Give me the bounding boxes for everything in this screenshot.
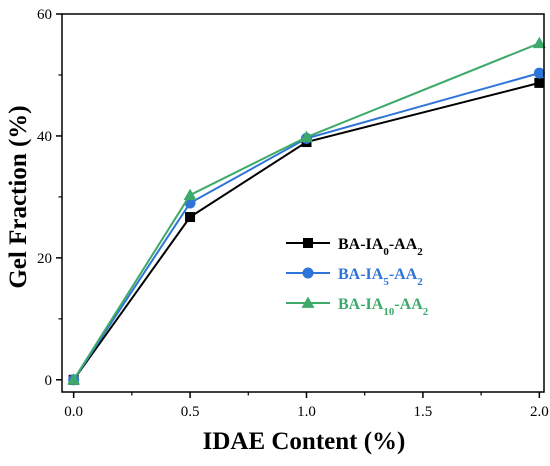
series-0	[68, 77, 545, 385]
data-point	[299, 130, 313, 143]
legend-text-part: BA-IA	[338, 266, 384, 283]
y-axis-title: Gel Fraction (%)	[5, 105, 32, 288]
legend-subscript: 10	[383, 306, 395, 318]
x-tick-label: 0.0	[64, 404, 83, 420]
plot-frame	[61, 13, 545, 393]
series-2	[67, 36, 546, 385]
series-line	[72, 81, 540, 381]
legend-subscript: 2	[417, 246, 423, 258]
legend-subscript: 0	[383, 246, 389, 258]
legend-subscript: 2	[417, 276, 423, 288]
series-line	[72, 42, 540, 381]
x-axis-title: IDAE Content (%)	[203, 428, 406, 455]
y-tick-label: 60	[37, 7, 52, 23]
legend-subscript: 2	[423, 306, 429, 318]
x-tick-label: 1.5	[414, 404, 433, 420]
legend-text-part: -AA	[389, 236, 418, 253]
legend-subscript: 5	[383, 276, 389, 288]
legend-text-part: -AA	[394, 296, 423, 313]
x-tick-label: 2.0	[530, 404, 549, 420]
legend-item: BA-IA10-AA2	[286, 296, 429, 318]
y-tick-label: 20	[37, 251, 52, 267]
legend-marker	[301, 296, 315, 308]
legend-text-part: BA-IA	[338, 296, 384, 313]
legend-label: BA-IA5-AA2	[338, 266, 423, 288]
x-tick-label: 0.5	[181, 404, 200, 420]
data-point	[183, 188, 197, 200]
legend-label: BA-IA10-AA2	[338, 296, 429, 318]
data-point	[533, 67, 545, 79]
series-layer	[67, 36, 546, 386]
series-line	[72, 72, 540, 381]
legend-label: BA-IA0-AA2	[338, 236, 423, 258]
x-tick-label: 1.0	[297, 404, 316, 420]
data-point	[534, 77, 545, 88]
legend-text-part: -AA	[389, 266, 418, 283]
data-point	[532, 36, 546, 49]
data-point	[185, 212, 196, 223]
series-1	[68, 67, 545, 386]
y-tick-label: 40	[37, 129, 52, 145]
legend-item: BA-IA0-AA2	[286, 236, 423, 258]
legend-marker	[302, 267, 314, 279]
legend-item: BA-IA5-AA2	[286, 266, 423, 288]
y-tick-label: 0	[45, 373, 53, 389]
legend-text-part: BA-IA	[338, 236, 384, 253]
data-point	[67, 373, 81, 385]
legend-marker	[303, 238, 313, 248]
